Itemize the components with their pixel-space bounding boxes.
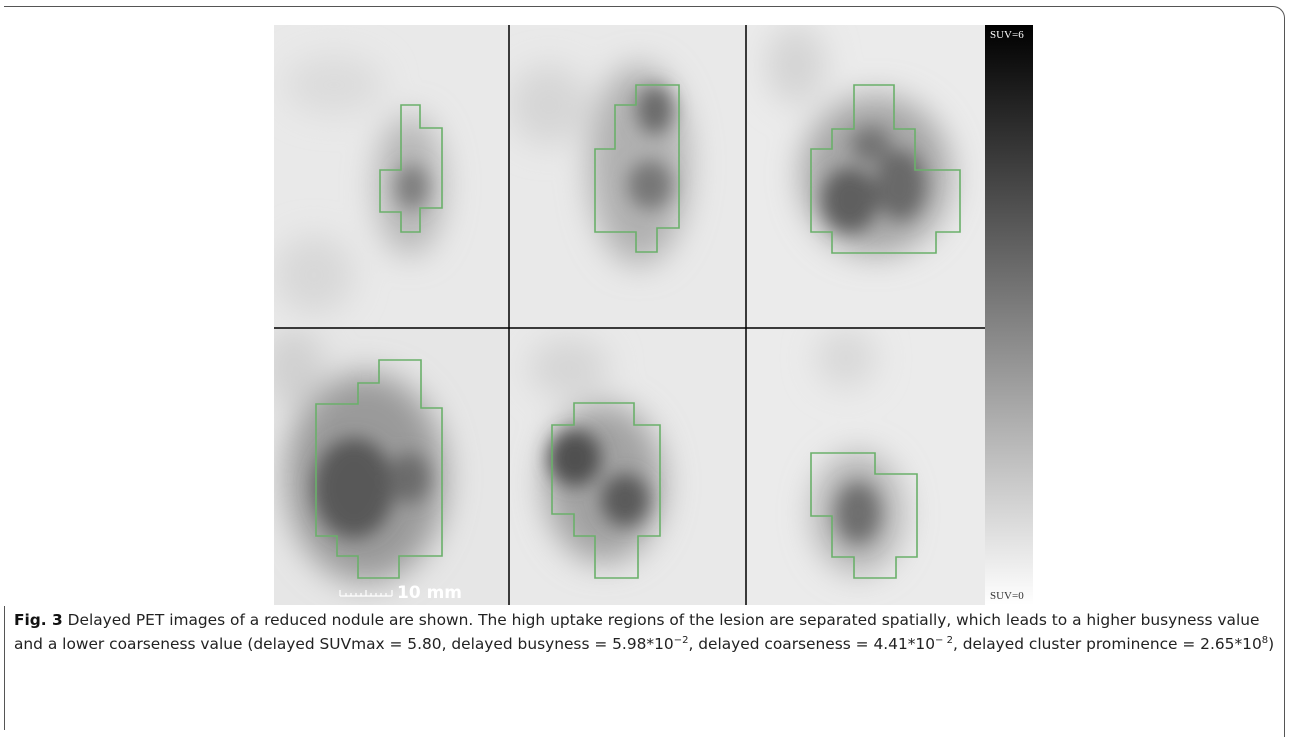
colorbar-max-label: SUV=6 <box>990 29 1024 41</box>
pet-panel <box>746 328 985 605</box>
pet-panel: 10 mm <box>264 328 509 605</box>
page: Fig. 3 {"figure": {"label": "Fig. 3", "c… <box>0 0 1293 730</box>
caption-text: , delayed cluster prominence = 2.65*10 <box>953 635 1262 653</box>
caption-text: , delayed coarseness = 4.41*10 <box>688 635 935 653</box>
figure-image: 10 mm SUV=6 SUV=0 <box>0 0 1293 610</box>
caption-text: ) <box>1268 635 1274 653</box>
pet-panel <box>509 25 746 328</box>
caption-superscript: −2 <box>674 634 689 645</box>
page-body: 10 mm SUV=6 SUV=0 Fig. 3 Delayed PET ima… <box>0 0 1293 730</box>
figure-frame-left <box>4 606 5 730</box>
scale-bar-label: 10 mm <box>397 583 462 603</box>
pet-panel <box>509 328 746 605</box>
figure-label: Fig. 3 <box>14 611 63 629</box>
colorbar-min-label: SUV=0 <box>990 590 1024 602</box>
figure-caption: Fig. 3 Delayed PET images of a reduced n… <box>14 609 1282 656</box>
pet-panel <box>274 25 509 328</box>
caption-superscript: − 2 <box>935 634 953 645</box>
pet-panel <box>746 25 985 328</box>
colorbar <box>985 25 1033 605</box>
